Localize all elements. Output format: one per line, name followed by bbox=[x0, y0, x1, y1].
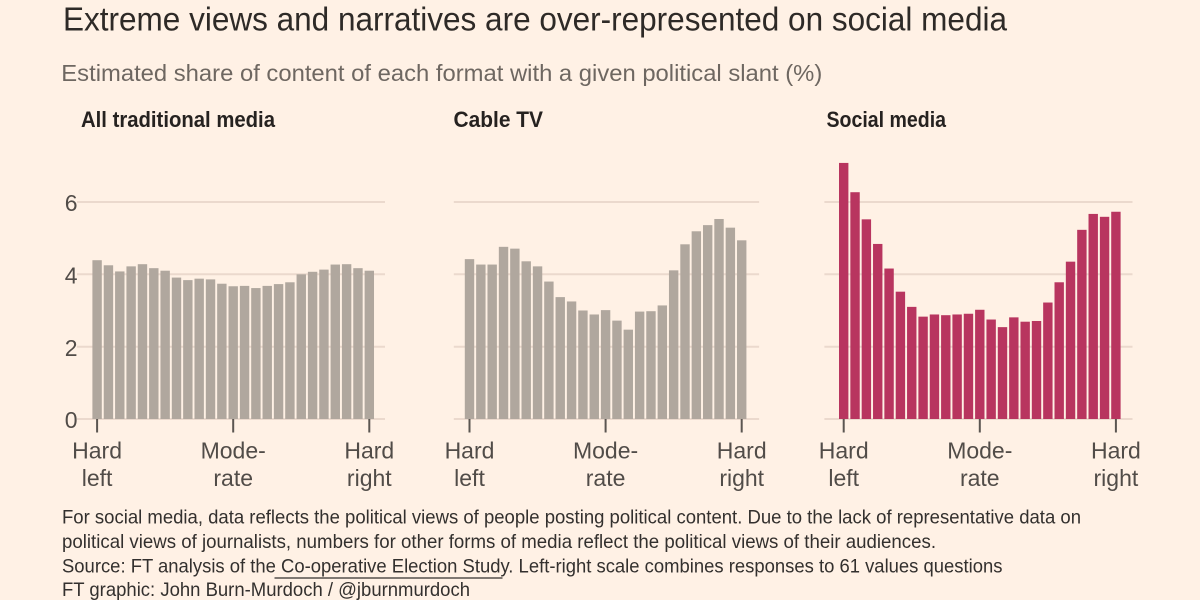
svg-text:rate: rate bbox=[586, 465, 626, 491]
svg-text:Mode-: Mode- bbox=[947, 438, 1012, 464]
svg-text:left: left bbox=[828, 465, 859, 491]
svg-text:2: 2 bbox=[65, 335, 78, 361]
svg-text:rate: rate bbox=[213, 465, 253, 491]
svg-text:For social media, data reflect: For social media, data reflects the poli… bbox=[62, 507, 1081, 529]
svg-text:left: left bbox=[82, 465, 113, 491]
svg-text:Hard: Hard bbox=[72, 438, 122, 464]
svg-text:Source: FT analysis of the Co-: Source: FT analysis of the Co-operative … bbox=[62, 556, 1003, 578]
svg-text:Cable TV: Cable TV bbox=[454, 107, 544, 132]
svg-text:political views of journalists: political views of journalists, numbers … bbox=[62, 531, 936, 553]
svg-text:Hard: Hard bbox=[717, 438, 767, 464]
svg-text:left: left bbox=[454, 465, 485, 491]
svg-text:Mode-: Mode- bbox=[573, 438, 638, 464]
svg-text:right: right bbox=[347, 465, 392, 491]
svg-text:Estimated share of content of: Estimated share of content of each forma… bbox=[61, 60, 822, 86]
svg-text:Social media: Social media bbox=[827, 107, 947, 132]
svg-text:4: 4 bbox=[65, 263, 78, 289]
svg-text:rate: rate bbox=[960, 465, 1000, 491]
svg-text:0: 0 bbox=[65, 407, 78, 433]
svg-text:Hard: Hard bbox=[1091, 438, 1141, 464]
svg-text:Hard: Hard bbox=[819, 438, 869, 464]
svg-text:Mode-: Mode- bbox=[201, 438, 266, 464]
svg-text:Hard: Hard bbox=[445, 438, 495, 464]
svg-text:FT graphic: John Burn-Murdoch: FT graphic: John Burn-Murdoch / @jburnmu… bbox=[62, 579, 470, 600]
svg-text:6: 6 bbox=[65, 190, 78, 216]
svg-text:Extreme views and narratives a: Extreme views and narratives are over-re… bbox=[63, 1, 1008, 38]
svg-text:right: right bbox=[719, 465, 764, 491]
svg-text:right: right bbox=[1094, 465, 1139, 491]
svg-text:Hard: Hard bbox=[344, 438, 394, 464]
svg-text:All traditional media: All traditional media bbox=[81, 107, 275, 132]
